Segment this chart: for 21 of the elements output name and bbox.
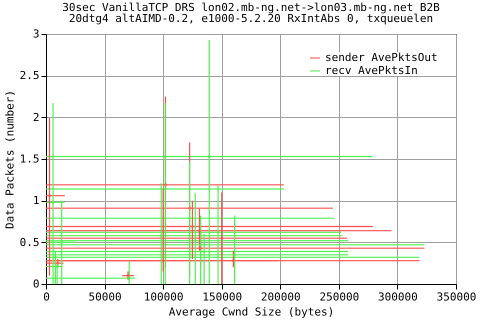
x-tick-label: 300000 <box>378 290 418 304</box>
x-tick-label: 350000 <box>436 290 476 304</box>
y-tick-label: 1.5 <box>20 152 40 166</box>
y-tick-label: 0.5 <box>20 236 40 249</box>
legend-label: recv AvePktsIn <box>325 64 418 77</box>
x-tick-label: 250000 <box>319 290 360 304</box>
y-tick-label: 1 <box>32 194 40 208</box>
y-tick-label: 2.5 <box>20 69 40 82</box>
x-tick-label: 200000 <box>260 290 301 304</box>
x-tick-label: 150000 <box>202 290 242 304</box>
x-axis-title: Average Cwnd Size (bytes) <box>168 306 334 318</box>
y-tick-label: 3 <box>32 28 40 40</box>
legend-label: sender AvePktsOut <box>325 51 438 64</box>
y-tick-label: 2 <box>32 110 40 124</box>
x-tick-label: 0 <box>43 290 50 304</box>
chart-title: 30sec VanillaTCP DRS lon02.mb-ng.net->lon03.mb-ng.net B2B <box>62 1 440 14</box>
x-tick-label: 100000 <box>144 290 184 304</box>
y-axis-title: Data Packets (number) <box>4 90 17 230</box>
x-tick-label: 50000 <box>88 290 122 304</box>
chart-subtitle: 20dtg4 altAIMD-0.2, e1000-5.2.20 RxIntAbs 0, txqueuelen <box>68 12 434 25</box>
y-tick-label: 0 <box>32 278 40 290</box>
